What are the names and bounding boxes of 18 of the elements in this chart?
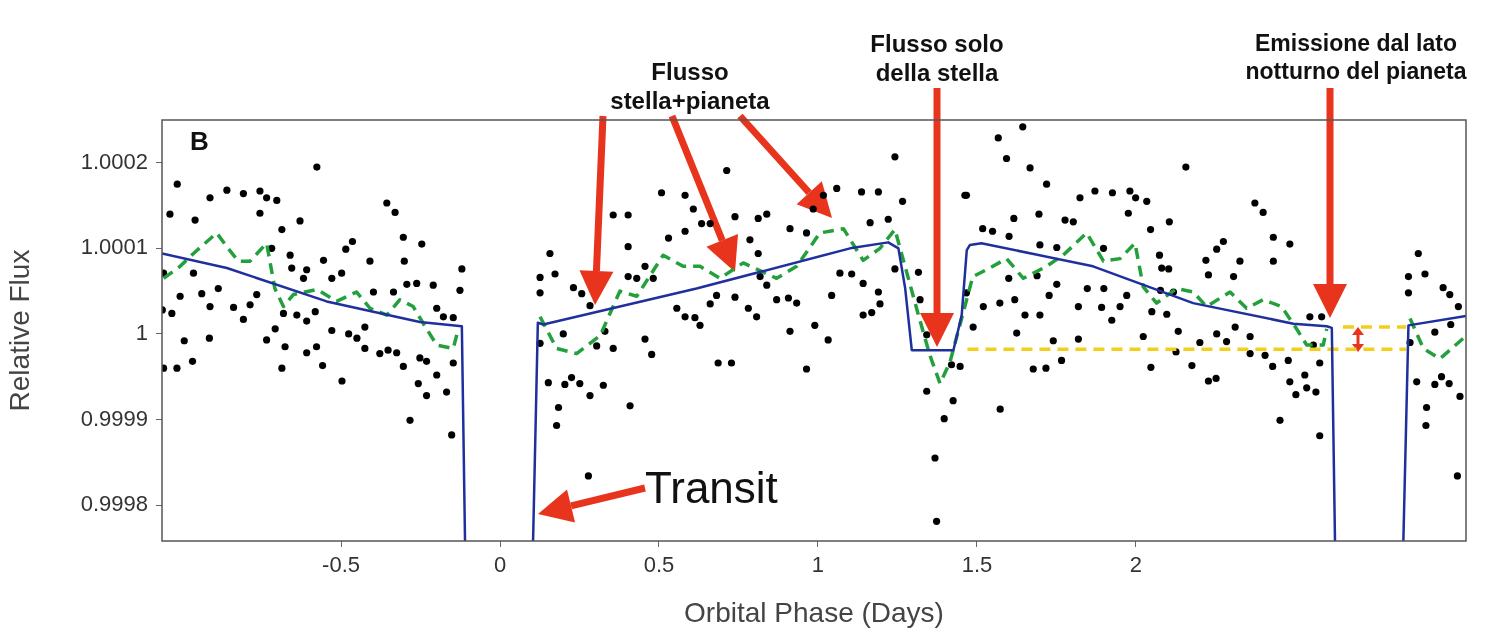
annotation: B — [190, 126, 210, 158]
x-tick-label: 2 — [1129, 552, 1143, 578]
y-tick-label: 1.0001 — [80, 234, 148, 260]
x-tick-label: -0.5 — [322, 552, 360, 578]
x-tick-label: 1.5 — [961, 552, 993, 578]
x-tick-label: 0.5 — [643, 552, 675, 578]
x-axis-title: Orbital Phase (Days) — [684, 596, 944, 628]
x-tick-label: 0 — [493, 552, 507, 578]
y-tick-label: 0.9998 — [80, 491, 148, 517]
annotation: Transit — [645, 462, 779, 514]
y-axis-title: Relative Flux — [3, 249, 35, 412]
y-tick-label: 0.9999 — [80, 405, 148, 431]
y-tick-label: 1.0002 — [80, 148, 148, 174]
text: Emissione dal lato notturno del pianeta — [1244, 30, 1468, 86]
text: Flusso solo della stella — [869, 30, 1005, 88]
x-tick-label: 1 — [811, 552, 825, 578]
text: Flusso stella+pianeta — [609, 58, 771, 116]
y-tick-label: 1 — [135, 319, 148, 345]
